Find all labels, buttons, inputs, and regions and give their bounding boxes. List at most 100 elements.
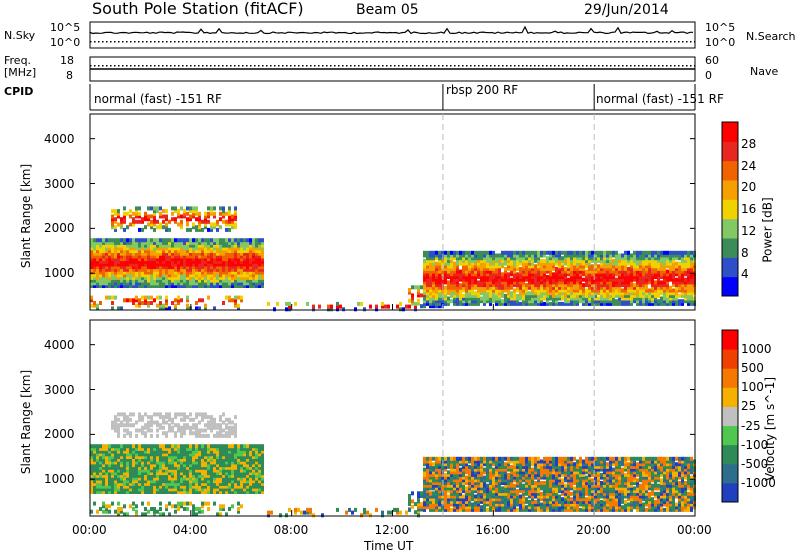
velocity-cell <box>141 479 144 484</box>
velocity-cell <box>249 471 252 476</box>
power-cell <box>423 291 426 296</box>
power-cell <box>612 291 615 296</box>
power-cell <box>540 272 543 277</box>
power-cell <box>516 253 519 258</box>
nave-dot <box>218 65 220 67</box>
velocity-cell <box>183 423 186 428</box>
power-cell <box>540 283 543 288</box>
power-cell <box>483 280 486 285</box>
velocity-cell <box>171 487 174 492</box>
power-cell <box>138 270 141 275</box>
power-cell <box>222 254 225 259</box>
power-cell <box>648 299 651 304</box>
velocity-cell <box>180 431 183 436</box>
velocity-cell <box>126 471 129 476</box>
power-cell <box>231 267 234 272</box>
velocity-cell <box>303 510 306 515</box>
power-cell <box>147 284 150 288</box>
power-cell <box>135 281 138 286</box>
power-cell <box>666 264 669 269</box>
noise-search-dot <box>650 41 652 43</box>
power-cell <box>657 285 660 290</box>
power-cell <box>609 266 612 271</box>
power-cell <box>96 251 99 256</box>
power-cell <box>111 284 114 288</box>
velocity-cell <box>258 457 261 462</box>
velocity-cell <box>225 484 228 489</box>
noise-search-dot <box>482 41 484 43</box>
velocity-cell <box>102 476 105 481</box>
power-cell <box>243 259 246 264</box>
power-cell <box>495 275 498 279</box>
power-cell <box>402 307 405 312</box>
power-cell <box>246 275 249 280</box>
velocity-cell <box>252 476 255 481</box>
power-cell <box>201 275 204 280</box>
velocity-cell <box>249 444 252 449</box>
power-cell <box>456 285 459 290</box>
power-cell <box>201 246 204 251</box>
power-cell <box>141 273 144 278</box>
power-cell <box>174 238 177 243</box>
power-cell <box>174 240 177 245</box>
nave-dot <box>562 65 564 67</box>
power-cell <box>177 214 180 219</box>
velocity-cell <box>93 455 96 459</box>
velocity-cell <box>108 465 111 470</box>
power-cell <box>147 281 150 286</box>
power-cell <box>180 214 183 219</box>
power-cell <box>231 259 234 264</box>
power-cell <box>504 272 507 277</box>
power-cell <box>621 288 624 293</box>
power-cell <box>660 256 663 261</box>
power-cell <box>570 288 573 293</box>
power-cell <box>93 257 96 262</box>
power-cell <box>150 238 153 243</box>
velocity-cell <box>411 491 414 496</box>
power-cell <box>636 275 639 279</box>
velocity-cell <box>159 465 162 470</box>
power-cell <box>681 291 684 296</box>
power-cell <box>633 272 636 277</box>
power-cell <box>624 283 627 288</box>
power-cell <box>597 285 600 290</box>
power-cell <box>519 261 522 266</box>
nave-dot <box>674 65 676 67</box>
power-cell <box>582 264 585 269</box>
power-cell <box>426 253 429 258</box>
power-cell <box>177 254 180 259</box>
velocity-cell <box>102 465 105 470</box>
power-cell <box>666 283 669 288</box>
power-cell <box>477 293 480 298</box>
power-cell <box>522 258 525 263</box>
velocity-cell <box>246 490 249 494</box>
power-cell <box>459 291 462 296</box>
nave-dot <box>346 65 348 67</box>
power-cell <box>231 254 234 259</box>
power-cell <box>489 250 492 255</box>
velocity-cell <box>426 486 429 491</box>
noise-search-dot <box>494 41 496 43</box>
power-cell <box>600 261 603 266</box>
power-cell <box>639 261 642 266</box>
power-cell <box>207 259 210 264</box>
power-cell <box>195 270 198 275</box>
power-cell <box>156 238 159 243</box>
velocity-cell <box>207 501 210 506</box>
power-cell <box>552 253 555 258</box>
velocity-cell <box>231 473 234 478</box>
nave-dot <box>250 65 252 67</box>
velocity-cell <box>99 449 102 454</box>
noise-search-dot <box>446 41 448 43</box>
noise-search-dot <box>686 41 688 43</box>
power-cell <box>636 277 639 282</box>
power-cell <box>648 293 651 298</box>
power-cell <box>237 306 240 311</box>
power-cell <box>90 257 93 262</box>
power-cell <box>630 266 633 271</box>
velocity-cell <box>192 512 195 517</box>
power-cell <box>477 253 480 258</box>
power-cell <box>543 285 546 290</box>
power-cell <box>114 254 117 259</box>
power-cell <box>687 285 690 290</box>
